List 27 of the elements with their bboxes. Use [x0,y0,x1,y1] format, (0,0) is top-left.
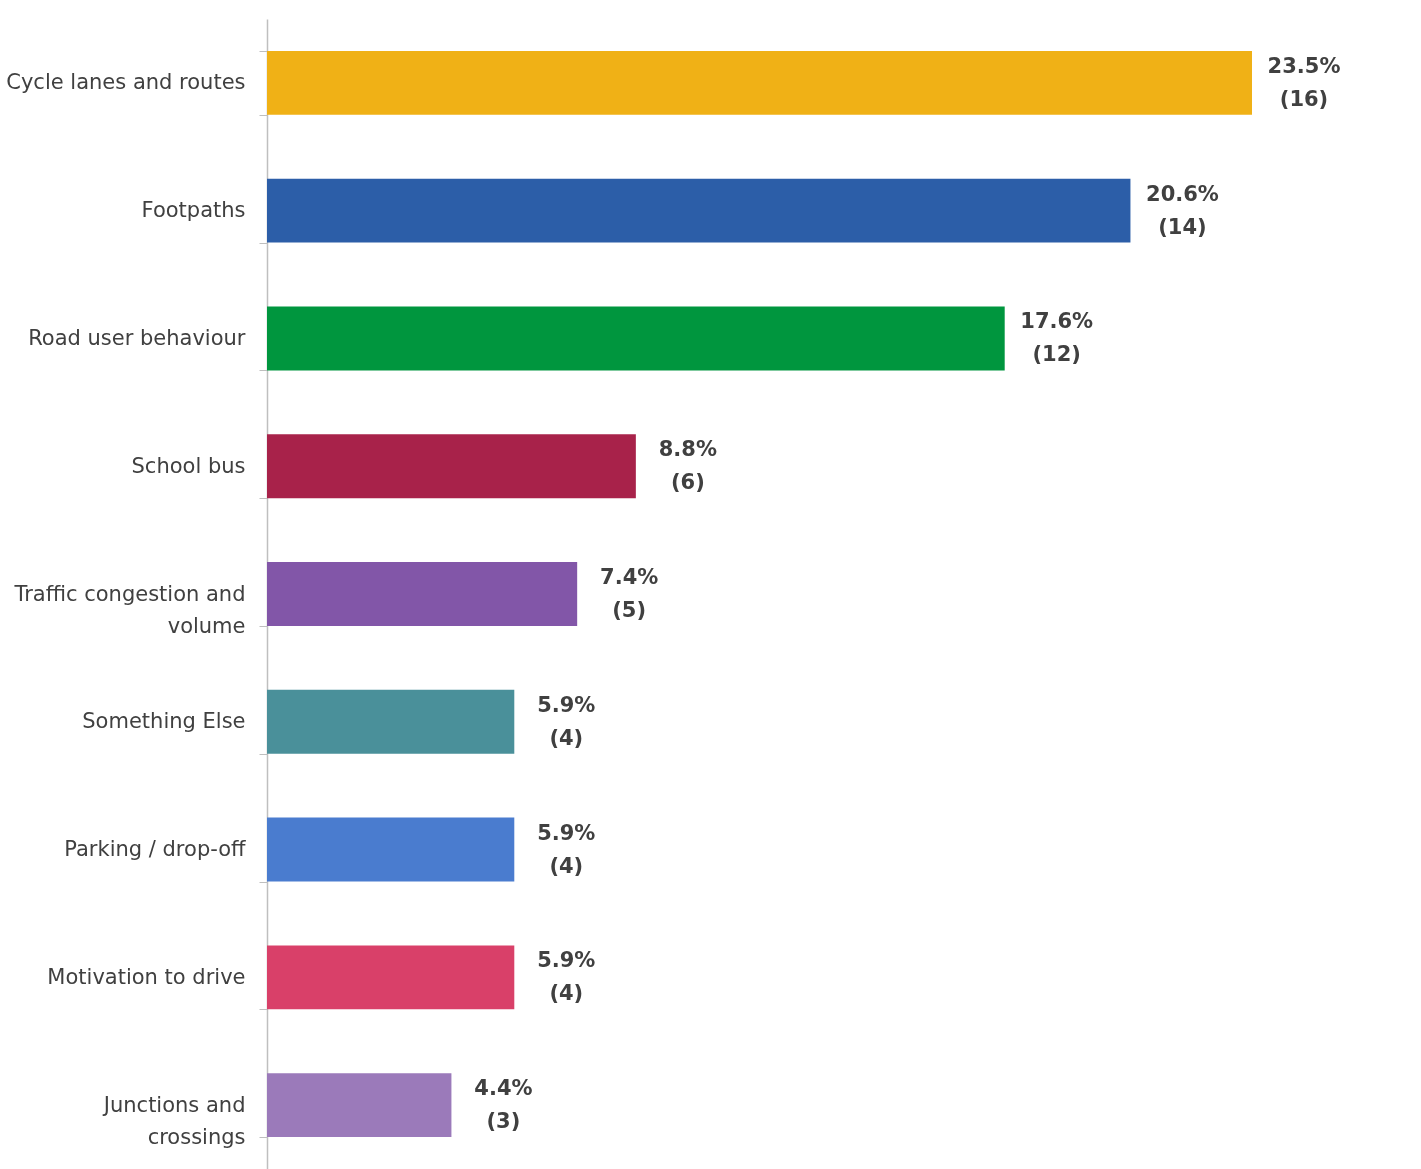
bar [267,50,1252,115]
bar [267,945,515,1010]
bar [267,434,636,499]
bar [267,178,1131,243]
data-label: 5.9% (4) [537,948,596,1006]
y-tick-label: School bus [131,453,246,478]
data-label: 8.8% (6) [658,437,717,495]
bar [267,1073,452,1138]
y-tick-label: Footpaths [141,198,246,223]
y-tick-label: Something Else [82,709,246,734]
bar [267,306,1005,371]
data-label: 4.4% (3) [474,1076,533,1134]
data-label: 5.9% (4) [537,820,596,878]
y-tick-label: Traffic congestion and volume [13,581,246,638]
y-tick-label: Motivation to drive [47,964,246,989]
data-label: 23.5% (16) [1267,53,1341,111]
data-label: 20.6% (14) [1146,181,1219,239]
bar [267,562,578,626]
bar [267,689,515,754]
y-tick-label: Cycle lanes and routes [6,70,246,95]
y-tick-label: Road user behaviour [28,325,246,350]
data-label: 7.4% (5) [600,565,659,622]
y-tick-label: Junctions and crossings [101,1092,246,1149]
data-label: 17.6% (12) [1020,309,1094,367]
data-label: 5.9% (4) [537,692,596,750]
bar [267,817,515,882]
y-tick-label: Parking / drop-off [64,837,247,862]
